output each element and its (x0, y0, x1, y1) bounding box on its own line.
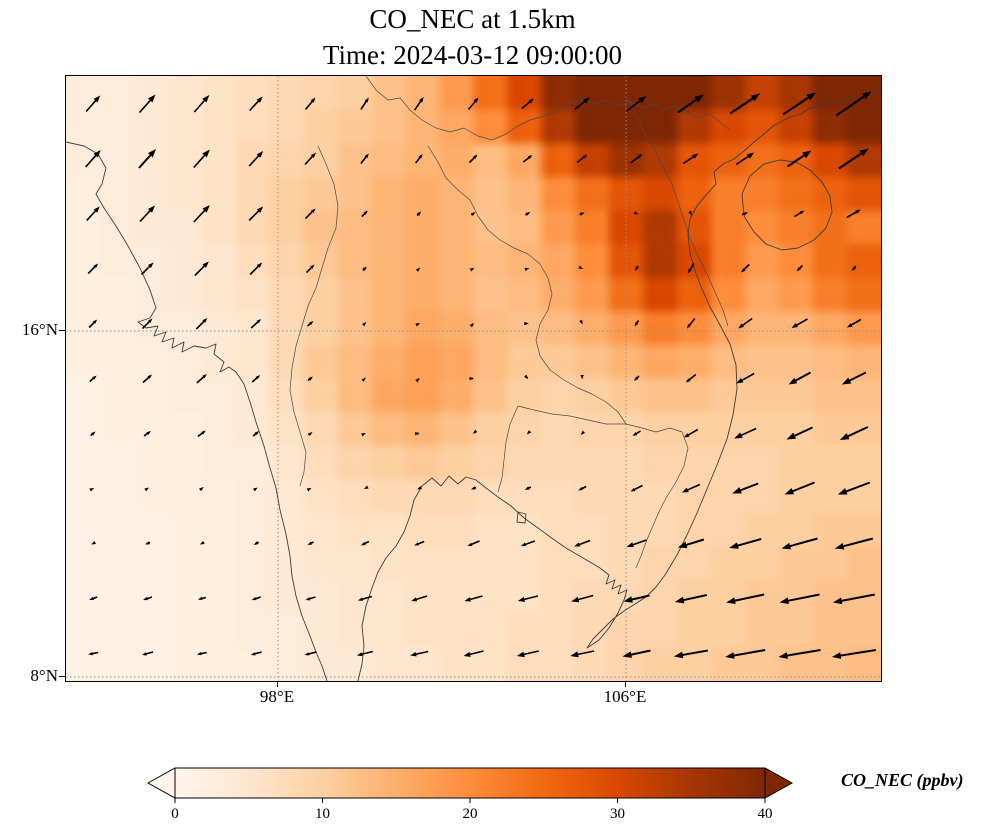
colorbar-gradient (175, 768, 765, 798)
coastline-east-indochina (357, 89, 881, 681)
border-cambodia-north (517, 405, 683, 433)
x-tick-label-106e: 106°E (603, 687, 647, 706)
colorbar-over-arrow (765, 768, 792, 798)
gridlines (66, 76, 881, 681)
border-china (365, 76, 731, 141)
coastline-hainan-island (741, 159, 833, 251)
wind-quiver-arrows (85, 91, 876, 659)
y-tick-label-8n: 8°N (30, 666, 58, 685)
border-cambodia-vietnam (635, 431, 689, 569)
map-axes (65, 75, 882, 682)
y-axis-tick (59, 676, 65, 677)
coastline-small-island (516, 511, 527, 524)
border-laos-vietnam (625, 95, 729, 327)
x-tick-label-98e: 98°E (259, 687, 295, 706)
colorbar-ticks: 0 10 20 30 40 (171, 798, 773, 822)
plot-subtitle-time: Time: 2024-03-12 09:00:00 (322, 40, 623, 70)
border-myanmar-thailand (289, 145, 339, 487)
coastline-west (66, 141, 328, 681)
colorbar-tick-label: 40 (758, 806, 773, 822)
country-borders (289, 76, 731, 569)
colorbar-tick-label: 0 (171, 806, 179, 822)
colorbar-tick-label: 30 (610, 806, 625, 822)
colorbar-tick-label: 10 (315, 806, 330, 822)
colorbar-under-arrow (148, 768, 175, 798)
x-axis-tick (277, 681, 278, 687)
border-cambodia-west (497, 405, 519, 493)
plot-title: CO_NEC at 1.5km (369, 4, 576, 34)
map-overlay (66, 76, 881, 681)
y-tick-label-16n: 16°N (21, 320, 58, 339)
colorbar-tick-label: 20 (463, 806, 478, 822)
coastlines (66, 89, 881, 681)
border-thailand-laos (427, 145, 627, 425)
colorbar: 0 10 20 30 40 (146, 767, 794, 822)
y-axis-tick (59, 330, 65, 331)
colorbar-title: CO_NEC (ppbv) (841, 770, 964, 790)
x-axis-tick (625, 681, 626, 687)
